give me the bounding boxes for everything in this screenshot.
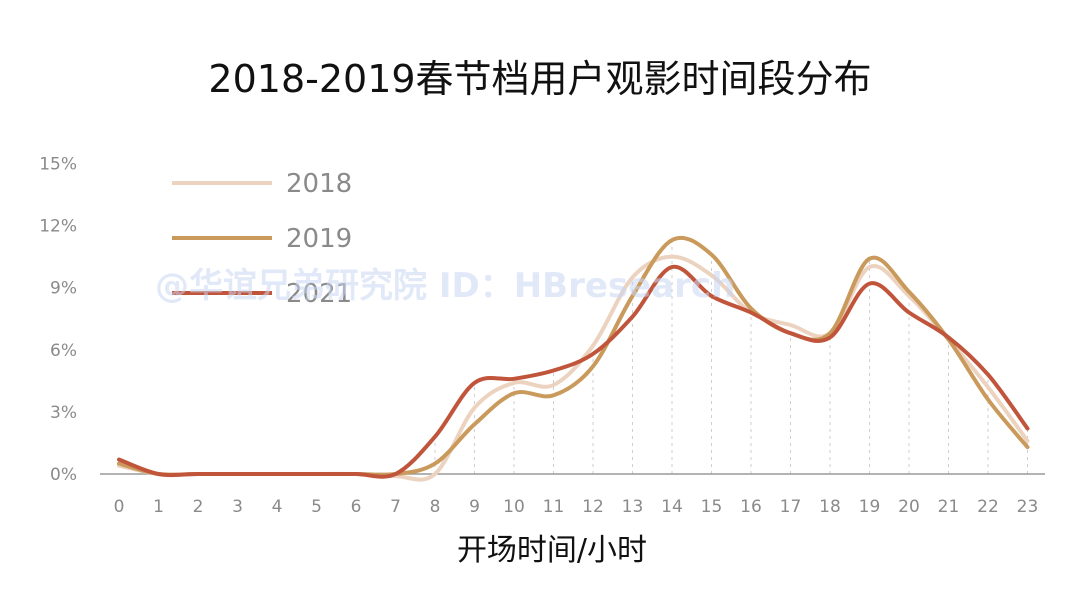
legend: 2018 2019 2021 [172,169,352,309]
series-line-2021 [117,264,1030,479]
x-tick-label: 15 [701,497,723,517]
x-tick-label: 16 [740,497,762,517]
x-tick-label: 2 [193,497,204,517]
x-tick-label: 9 [469,497,480,517]
x-tick-label: 17 [780,497,802,517]
y-tick-label: 15% [39,155,77,175]
x-tick-label: 4 [272,497,283,517]
axes: 0%3%6%9%12%15%0 1 2 3 4 5 6 7 8 9 10 11 12 13 14 15 16 17… [39,155,1045,517]
x-tick-label: 22 [977,497,999,517]
x-tick-label: 5 [311,497,322,517]
y-tick-label: 3% [50,403,77,423]
x-tick-label: 18 [819,497,841,517]
x-tick-label: 21 [938,497,960,517]
y-tick-label: 6% [50,341,77,361]
y-tick-label: 0% [50,465,77,485]
x-tick-label: 10 [503,497,525,517]
chart-title: 2018-2019春节档用户观影时间段分布 [208,57,872,101]
x-tick-label: 19 [859,497,881,517]
x-tick-label: 23 [1017,497,1039,517]
x-tick-label: 20 [898,497,920,517]
legend-label-2018: 2018 [286,169,352,199]
x-tick-label: 0 [114,497,125,517]
x-tick-label: 14 [661,497,683,517]
watermark: @华谊兄弟研究院 ID：HBresearch [155,266,735,306]
x-tick-label: 12 [582,497,604,517]
x-tick-label: 7 [390,497,401,517]
series-lines [117,235,1030,482]
x-axis-label: 开场时间/小时 [457,533,647,568]
x-tick-label: 6 [351,497,362,517]
x-tick-label: 1 [153,497,164,517]
x-tick-label: 8 [430,497,441,517]
x-tick-label: 13 [622,497,644,517]
y-tick-label: 12% [39,217,77,237]
legend-label-2021: 2021 [286,279,352,309]
x-tick-label: 3 [232,497,243,517]
y-tick-label: 9% [50,279,77,299]
x-tick-label: 11 [543,497,565,517]
legend-label-2019: 2019 [286,224,352,254]
